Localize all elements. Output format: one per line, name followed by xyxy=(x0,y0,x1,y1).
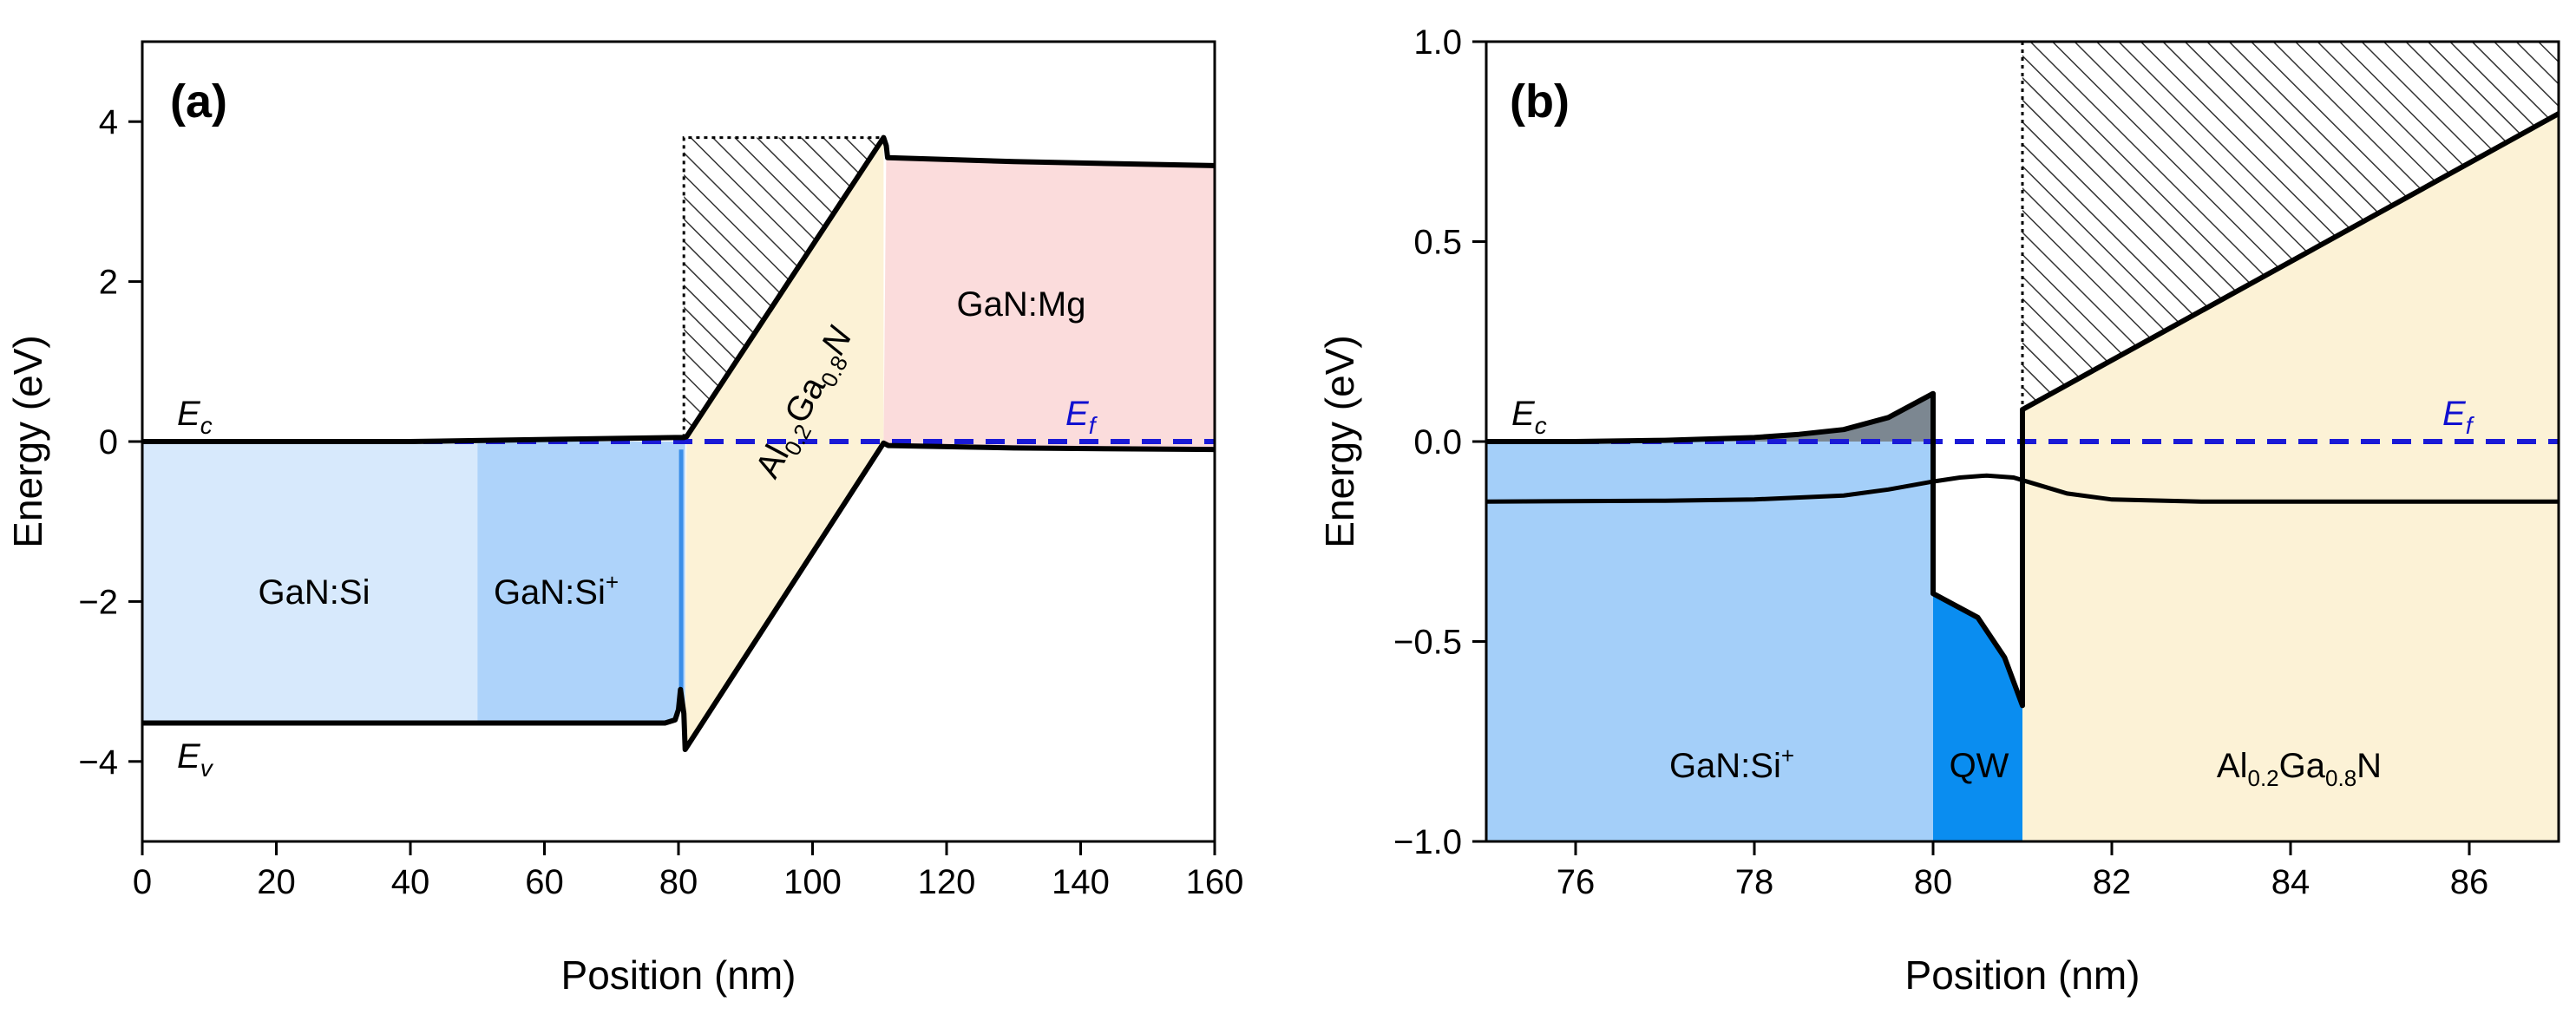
conduction-band-line xyxy=(1486,111,2559,709)
x-tick-label: 40 xyxy=(391,863,430,901)
x-ticks-b: 76 78 80 82 84 86 xyxy=(1557,841,2489,901)
x-tick-label: 80 xyxy=(1914,863,1953,901)
region-label-qw-b: QW xyxy=(1950,747,2009,785)
x-tick-label: 84 xyxy=(2271,863,2311,901)
occupied-states-fill xyxy=(1665,393,1933,442)
x-tick-label: 76 xyxy=(1557,863,1596,901)
y-tick-label: 1.0 xyxy=(1413,23,1462,62)
x-tick-label: 20 xyxy=(257,863,296,901)
x-ticks-a: 0 20 40 60 80 100 120 140 160 xyxy=(133,841,1244,901)
y-tick-label: 0.0 xyxy=(1413,423,1462,461)
y-tick-label: −2 xyxy=(78,583,118,621)
region-gan-si-plus-fill xyxy=(477,442,685,749)
x-tick-label: 0 xyxy=(133,863,152,901)
region-label-gan-si-plus-a: GaN:Si+ xyxy=(494,569,619,612)
x-tick-label: 78 xyxy=(1735,863,1774,901)
ec-label-a: Ec xyxy=(177,395,213,439)
y-axis-title-a: Energy (eV) xyxy=(5,335,50,547)
y-tick-label: 4 xyxy=(99,103,118,141)
region-label-algan-b: Al0.2Ga0.8N xyxy=(2217,747,2382,791)
region-gan-si-plus-fill xyxy=(1486,442,1933,841)
conduction-band-line xyxy=(142,134,1215,444)
x-tick-label: 140 xyxy=(1052,863,1110,901)
x-tick-label: 80 xyxy=(659,863,698,901)
y-axis-title-b: Energy (eV) xyxy=(1317,335,1362,547)
valence-band-line xyxy=(142,440,1215,752)
y-tick-label: −1.0 xyxy=(1393,823,1462,861)
ef-label-a: Ef xyxy=(1065,395,1098,439)
panel-label-b: (b) xyxy=(1510,75,1570,128)
y-tick-label: −4 xyxy=(78,743,118,782)
panel-a: 0 20 40 60 80 100 120 140 160 −4 −2 0 2 4 (a) Positi… xyxy=(5,40,1244,998)
second-band-line xyxy=(1486,473,2559,504)
region-label-gan-si-plus-b: GaN:Si+ xyxy=(1669,743,1794,785)
x-tick-label: 120 xyxy=(918,863,976,901)
region-label-gan-mg-a: GaN:Mg xyxy=(957,285,1086,324)
y-ticks-a: −4 −2 0 2 4 xyxy=(78,103,142,782)
region-qw-fill xyxy=(1933,593,2022,841)
hatched-region-border xyxy=(682,136,884,438)
region-gan-mg-fill xyxy=(883,145,1215,450)
y-tick-label: 2 xyxy=(99,264,118,302)
x-axis-title-a: Position (nm) xyxy=(561,952,796,998)
y-tick-label: 0.5 xyxy=(1413,224,1462,262)
hatched-region xyxy=(2022,42,2559,410)
y-tick-label: −0.5 xyxy=(1393,624,1462,662)
region-gan-si-fill xyxy=(142,442,478,723)
y-tick-label: 0 xyxy=(99,423,118,461)
x-tick-label: 82 xyxy=(2093,863,2132,901)
ef-label-b: Ef xyxy=(2442,395,2475,439)
region-label-gan-si-a: GaN:Si xyxy=(259,573,370,612)
panel-b: 76 78 80 82 84 86 −1.0 −0.5 0.0 0.5 1.0 (b) Posit… xyxy=(1317,23,2560,998)
x-tick-label: 100 xyxy=(783,863,842,901)
ev-label-a: Ev xyxy=(177,737,214,782)
x-tick-label: 86 xyxy=(2450,863,2489,901)
x-axis-title-b: Position (nm) xyxy=(1905,952,2140,998)
x-tick-label: 160 xyxy=(1186,863,1244,901)
panel-label-a: (a) xyxy=(170,75,227,128)
region-algan-fill xyxy=(2022,114,2559,841)
y-ticks-b: −1.0 −0.5 0.0 0.5 1.0 xyxy=(1393,23,1486,861)
x-tick-label: 60 xyxy=(525,863,564,901)
ec-label-b: Ec xyxy=(1511,395,1547,439)
